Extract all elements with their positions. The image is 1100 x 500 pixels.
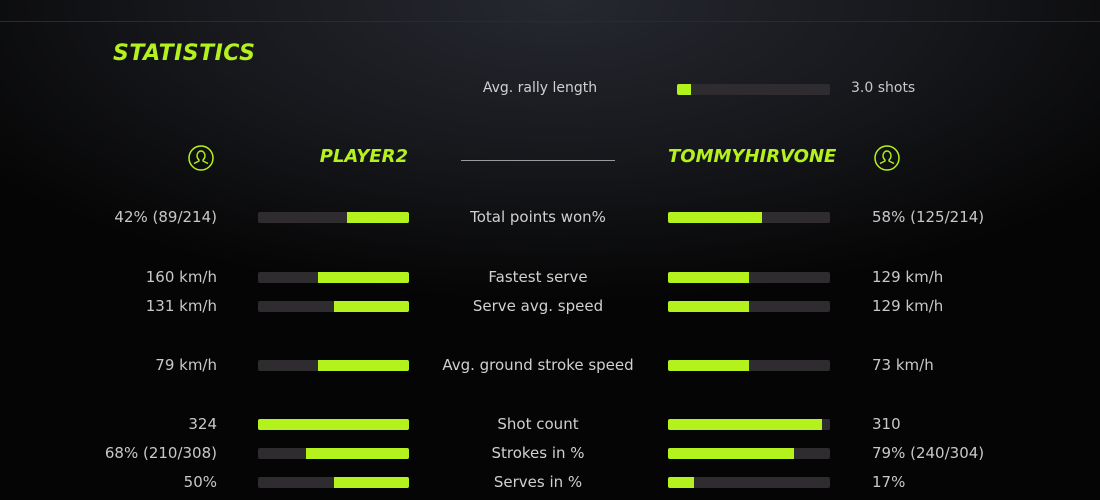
left-bar (258, 212, 409, 223)
left-value: 68% (210/308) (104, 444, 217, 462)
left-bar-fill (318, 360, 409, 371)
left-value: 79 km/h (155, 356, 217, 374)
right-bar-fill (668, 477, 694, 488)
stat-label: Total points won% (470, 208, 606, 226)
left-bar (258, 419, 409, 430)
right-value: 73 km/h (872, 356, 934, 374)
rally-label: Avg. rally length (482, 80, 598, 96)
right-bar-fill (668, 272, 749, 283)
right-value: 310 (872, 415, 901, 433)
left-bar-fill (318, 272, 409, 283)
right-value: 17% (872, 473, 906, 491)
stat-label: Serve avg. speed (472, 297, 604, 315)
left-bar (258, 477, 409, 488)
left-bar-fill (347, 212, 409, 223)
user-circle-icon (188, 145, 214, 171)
left-bar-fill (333, 477, 409, 488)
right-value: 58% (125/214) (872, 208, 985, 226)
left-bar (258, 360, 409, 371)
right-bar-fill (668, 419, 822, 430)
right-value: 129 km/h (872, 297, 944, 315)
stat-label: Avg. ground stroke speed (442, 356, 634, 374)
right-bar (668, 360, 830, 371)
left-value: 50% (183, 473, 217, 491)
right-value: 129 km/h (872, 268, 944, 286)
right-bar-fill (668, 301, 749, 312)
left-value: 131 km/h (145, 297, 217, 315)
left-bar (258, 448, 409, 459)
rally-bar-fill (677, 84, 691, 95)
left-value: 160 km/h (145, 268, 217, 286)
left-bar (258, 272, 409, 283)
right-bar (668, 301, 830, 312)
page-title: STATISTICS (113, 41, 256, 66)
right-bar-fill (668, 212, 762, 223)
left-value: 42% (89/214) (114, 208, 217, 226)
header-separator (461, 160, 615, 161)
stat-label: Strokes in % (491, 444, 585, 462)
right-bar (668, 272, 830, 283)
right-bar (668, 448, 830, 459)
right-bar (668, 477, 830, 488)
right-bar (668, 212, 830, 223)
rally-value: 3.0 shots (851, 80, 916, 96)
player-left-name: PLAYER2 (319, 146, 408, 167)
left-bar-fill (333, 301, 409, 312)
left-bar-fill (258, 419, 409, 430)
right-bar (668, 419, 830, 430)
right-bar-fill (668, 360, 749, 371)
stat-label: Serves in % (493, 473, 583, 491)
right-value: 79% (240/304) (872, 444, 985, 462)
rally-bar (677, 84, 830, 95)
stat-label: Shot count (497, 415, 579, 433)
top-divider (0, 21, 1100, 22)
right-bar-fill (668, 448, 795, 459)
left-bar (258, 301, 409, 312)
user-circle-icon (874, 145, 900, 171)
stat-label: Fastest serve (488, 268, 588, 286)
player-right-name: TOMMYHIRVONE (668, 146, 837, 167)
left-value: 324 (188, 415, 217, 433)
left-bar-fill (306, 448, 409, 459)
